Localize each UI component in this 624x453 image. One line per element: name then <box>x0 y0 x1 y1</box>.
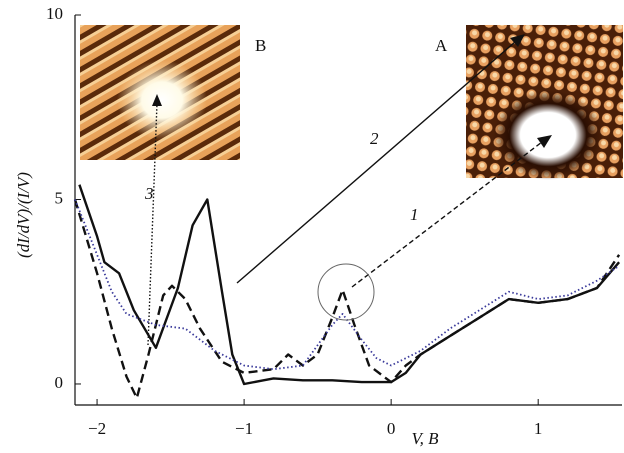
inset-b <box>80 25 240 160</box>
y-tick-label: 10 <box>46 4 63 23</box>
arrow-label: 2 <box>370 129 379 148</box>
x-tick-label: −2 <box>88 419 106 438</box>
inset-a-label: A <box>435 36 448 55</box>
x-tick-label: −1 <box>235 419 253 438</box>
arrow-label: 3 <box>144 184 154 203</box>
inset-a <box>466 25 623 180</box>
x-tick-label: 1 <box>534 419 543 438</box>
x-axis-label: V, B <box>411 429 439 448</box>
y-tick-label: 0 <box>55 373 64 392</box>
series-line <box>75 200 619 399</box>
y-axis-label: (dI/dV)/(I/V) <box>14 172 33 258</box>
y-tick-label: 5 <box>55 188 64 207</box>
arrow-label: 1 <box>410 205 419 224</box>
chart: B A 0 5 10 −2 −1 0 1 3 2 1 (dI/dV)/(I/V) V, B <box>0 0 624 453</box>
series-line <box>79 185 619 384</box>
x-tick-label: 0 <box>387 419 396 438</box>
inset-b-label: B <box>255 36 266 55</box>
